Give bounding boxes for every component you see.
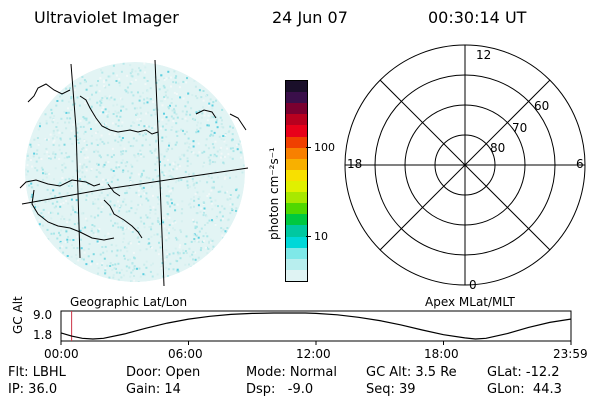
colorbar-label: photon cm⁻²s⁻¹: [267, 147, 281, 240]
colorbar-segment: [286, 114, 307, 126]
geographic-panel-label: Geographic Lat/Lon: [70, 295, 188, 309]
colorbar-segment: [286, 236, 307, 248]
status-glon: GLon: 44.3: [487, 382, 562, 397]
time-label: 00:30:14 UT: [428, 8, 527, 27]
gc-alt-ytick-high: 9.0: [33, 308, 53, 322]
gc-alt-series-line: [60, 312, 571, 340]
colorbar-segment: [286, 192, 307, 204]
mlt-label-12: 12: [476, 48, 492, 62]
gc-alt-axis-label: GC Alt: [11, 296, 25, 334]
status-gain: Gain: 14: [126, 382, 181, 397]
gc-alt-x-ticks: [60, 341, 572, 345]
colorbar-segment: [286, 147, 307, 159]
gc-alt-xtick-label: 18:00: [424, 347, 459, 361]
status-glat: GLat: -12.2: [487, 365, 560, 380]
app-title: Ultraviolet Imager: [34, 8, 179, 27]
coastline-lines: [19, 83, 247, 241]
colorbar-segment: [286, 169, 307, 181]
apex-panel-label: Apex MLat/MLT: [425, 295, 515, 309]
geographic-grid: [21, 59, 249, 287]
status-mode: Mode: Normal: [246, 365, 337, 380]
gc-alt-ytick-low: 1.8: [33, 328, 53, 342]
colorbar-tick-label-100: 100: [314, 141, 335, 154]
colorbar-segment: [286, 225, 307, 237]
colorbar-tick-100: [306, 147, 311, 148]
date-label: 24 Jun 07: [272, 8, 348, 27]
status-door: Door: Open: [126, 365, 201, 380]
status-dsp: Dsp: -9.0: [246, 382, 314, 397]
mlt-label-18: 18: [347, 157, 363, 171]
colorbar-segment: [286, 158, 307, 170]
gc-alt-xtick-label: 23:59: [553, 347, 588, 361]
colorbar-segment: [286, 125, 307, 137]
gc-alt-plot-frame: [60, 310, 572, 342]
colorbar-segment: [286, 269, 307, 281]
colorbar-segment: [286, 81, 307, 93]
colorbar-segment: [286, 136, 307, 148]
colorbar-tick-label-10: 10: [314, 230, 328, 243]
colorbar: [285, 80, 308, 282]
colorbar-segment: [286, 203, 307, 215]
status-filter: Flt: LBHL: [8, 365, 66, 380]
gc-alt-xtick-label: 00:00: [44, 347, 79, 361]
uv-emission-disc: [25, 62, 245, 282]
colorbar-segment: [286, 103, 307, 115]
gc-alt-xtick-label: 06:00: [168, 347, 203, 361]
status-seq: Seq: 39: [366, 382, 416, 397]
gc-alt-xtick-label: 12:00: [296, 347, 331, 361]
status-ip: IP: 36.0: [8, 382, 58, 397]
mlat-label-80: 80: [490, 141, 506, 155]
colorbar-segment: [286, 258, 307, 270]
mlt-label-0: 0: [469, 278, 477, 292]
colorbar-segment: [286, 247, 307, 259]
colorbar-segment: [286, 92, 307, 104]
status-gc-alt: GC Alt: 3.5 Re: [366, 365, 457, 380]
mlt-label-6: 6: [576, 157, 584, 171]
colorbar-tick-10: [306, 236, 311, 237]
colorbar-segment: [286, 214, 307, 226]
mlat-label-60: 60: [534, 99, 550, 113]
colorbar-segment: [286, 180, 307, 193]
polar-plot: [344, 44, 586, 286]
mlat-label-70: 70: [512, 121, 528, 135]
